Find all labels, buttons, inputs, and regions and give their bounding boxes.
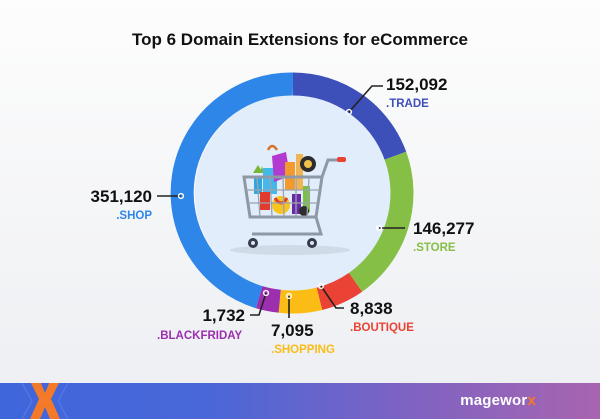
segment-store <box>348 151 414 292</box>
label-shopping: 7,095 .SHOPPING <box>271 321 335 356</box>
label-boutique: 8,838 .BOUTIQUE <box>350 299 414 334</box>
brand-text: magewor <box>460 392 528 409</box>
ext-shop: .SHOP <box>116 210 152 222</box>
value-blackfriday: 1,732 <box>202 306 245 325</box>
leader-trade <box>348 85 383 113</box>
segment-boutique <box>316 272 363 310</box>
ext-blackfriday: .BLACKFRIDAY <box>157 330 243 342</box>
value-boutique: 8,838 <box>350 299 393 318</box>
segment-blackfriday <box>255 286 282 313</box>
ext-store: .STORE <box>413 242 456 254</box>
label-trade: 152,092 .TRADE <box>386 75 447 110</box>
shopping-cart-illustration <box>230 144 350 255</box>
mageworx-x-logo-icon <box>21 383 69 419</box>
value-trade: 152,092 <box>386 75 448 94</box>
chart-title: Top 6 Domain Extensions for eCommerce <box>132 30 468 49</box>
segment-shopping <box>278 287 323 314</box>
segment-shop <box>170 72 294 309</box>
brand-x: x <box>527 392 536 409</box>
label-blackfriday-ext: .BLACKFRIDAY <box>157 330 242 342</box>
mageworx-brand: mageworx <box>460 392 536 409</box>
value-shopping: 7,095 <box>271 321 314 340</box>
ext-boutique: .BOUTIQUE <box>350 322 414 334</box>
footer-banner: mageworx <box>0 383 600 419</box>
ext-shopping: .SHOPPING <box>271 344 335 356</box>
label-shop: 351,120 .SHOP <box>80 187 152 222</box>
value-shop: 351,120 <box>90 187 152 206</box>
value-store: 146,277 <box>413 219 475 238</box>
leader-boutique <box>320 285 344 309</box>
label-blackfriday: 1,732 <box>157 306 245 326</box>
ext-trade: .TRADE <box>386 98 429 110</box>
donut-inner-disc <box>195 95 391 291</box>
leader-blackfriday <box>250 292 267 316</box>
label-store: 146,277 .STORE <box>413 219 474 254</box>
